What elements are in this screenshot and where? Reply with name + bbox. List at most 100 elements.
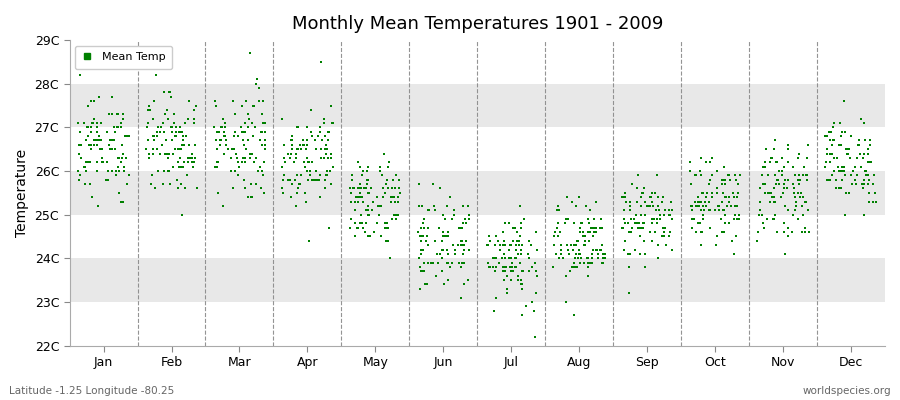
Point: [238, 155, 253, 161]
Point: [348, 194, 363, 200]
Point: [480, 242, 494, 248]
Point: [778, 251, 793, 257]
Point: [347, 198, 362, 205]
Point: [688, 172, 703, 178]
Point: [645, 198, 660, 205]
Point: [225, 146, 239, 152]
Point: [384, 198, 399, 205]
Point: [583, 260, 598, 266]
Point: [115, 116, 130, 122]
Point: [826, 120, 841, 126]
Point: [427, 203, 441, 209]
Point: [546, 264, 561, 270]
Point: [186, 159, 201, 166]
Point: [86, 98, 101, 104]
Point: [435, 255, 449, 262]
Point: [508, 255, 522, 262]
Point: [448, 246, 463, 253]
Point: [362, 212, 376, 218]
Point: [416, 246, 430, 253]
Point: [498, 220, 512, 226]
Point: [231, 159, 246, 166]
Point: [360, 207, 374, 214]
Point: [567, 312, 581, 318]
Point: [850, 172, 865, 178]
Point: [244, 150, 258, 157]
Point: [457, 260, 472, 266]
Point: [391, 212, 405, 218]
Point: [496, 264, 510, 270]
Point: [462, 216, 476, 222]
Point: [857, 150, 871, 157]
Point: [824, 142, 839, 148]
Point: [751, 229, 765, 235]
Point: [705, 172, 719, 178]
Point: [95, 159, 110, 166]
Point: [723, 176, 737, 183]
Point: [797, 229, 812, 235]
Point: [166, 111, 181, 118]
Point: [781, 159, 796, 166]
Point: [114, 155, 129, 161]
Point: [580, 255, 594, 262]
Point: [506, 238, 520, 244]
Point: [246, 133, 260, 139]
Point: [699, 190, 714, 196]
Point: [169, 128, 184, 135]
Point: [356, 198, 370, 205]
Point: [769, 159, 783, 166]
Bar: [69, 302, 885, 346]
Point: [580, 229, 595, 235]
Point: [823, 150, 837, 157]
Point: [501, 255, 516, 262]
Point: [689, 172, 704, 178]
Point: [424, 260, 438, 266]
Point: [317, 155, 331, 161]
Point: [283, 155, 297, 161]
Point: [217, 128, 231, 135]
Point: [226, 185, 240, 192]
Point: [861, 146, 876, 152]
Point: [389, 216, 403, 222]
Point: [581, 238, 596, 244]
Point: [615, 194, 629, 200]
Point: [709, 242, 724, 248]
Point: [169, 133, 184, 139]
Point: [455, 203, 470, 209]
Point: [241, 111, 256, 118]
Point: [636, 185, 651, 192]
Point: [319, 150, 333, 157]
Point: [624, 203, 638, 209]
Point: [825, 172, 840, 178]
Point: [370, 220, 384, 226]
Point: [211, 159, 225, 166]
Point: [458, 216, 473, 222]
Point: [572, 260, 587, 266]
Point: [371, 203, 385, 209]
Point: [521, 251, 535, 257]
Point: [292, 181, 307, 187]
Point: [856, 155, 870, 161]
Point: [500, 286, 514, 292]
Point: [637, 251, 652, 257]
Point: [186, 116, 201, 122]
Point: [662, 207, 676, 214]
Point: [255, 142, 269, 148]
Point: [638, 212, 652, 218]
Point: [508, 264, 522, 270]
Point: [649, 207, 663, 214]
Point: [508, 255, 523, 262]
Point: [629, 185, 643, 192]
Point: [780, 233, 795, 240]
Point: [361, 212, 375, 218]
Point: [572, 194, 586, 200]
Point: [486, 255, 500, 262]
Point: [595, 242, 609, 248]
Point: [257, 159, 272, 166]
Point: [529, 268, 544, 274]
Point: [790, 155, 805, 161]
Point: [457, 242, 472, 248]
Point: [158, 150, 173, 157]
Point: [861, 150, 876, 157]
Point: [570, 264, 584, 270]
